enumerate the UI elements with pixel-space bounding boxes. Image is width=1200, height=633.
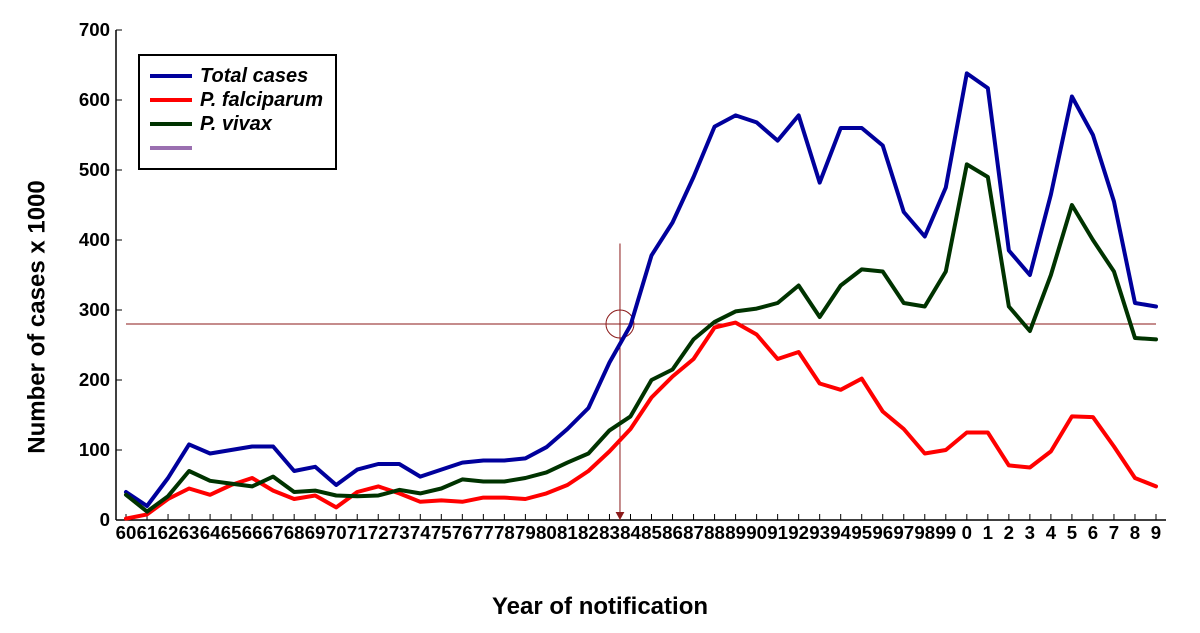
xtick-label: 89 — [725, 522, 746, 544]
xtick-label: 71 — [347, 522, 368, 544]
legend-swatch — [150, 122, 192, 126]
xtick-label: 7 — [1109, 522, 1119, 544]
legend: Total casesP. falciparumP. vivax — [138, 54, 337, 170]
xtick-label: 9 — [1151, 522, 1161, 544]
ytick-label: 300 — [0, 299, 110, 321]
xtick-label: 1 — [983, 522, 993, 544]
legend-item-total: Total cases — [150, 64, 323, 88]
legend-label: P. falciparum — [200, 89, 323, 112]
xtick-label: 8 — [1130, 522, 1140, 544]
legend-item-falciparum: P. falciparum — [150, 88, 323, 112]
xtick-label: 98 — [914, 522, 935, 544]
xtick-label: 87 — [683, 522, 704, 544]
xtick-label: 99 — [935, 522, 956, 544]
xtick-label: 94 — [830, 522, 851, 544]
xtick-label: 79 — [515, 522, 536, 544]
xtick-label: 69 — [305, 522, 326, 544]
ytick-label: 600 — [0, 89, 110, 111]
xtick-label: 66 — [242, 522, 263, 544]
xtick-label: 60 — [116, 522, 137, 544]
ytick-label: 500 — [0, 159, 110, 181]
legend-label: P. vivax — [200, 113, 272, 136]
legend-swatch — [150, 74, 192, 78]
series-vivax — [126, 164, 1156, 511]
xtick-label: 90 — [746, 522, 767, 544]
xtick-label: 85 — [641, 522, 662, 544]
xtick-label: 78 — [494, 522, 515, 544]
xtick-label: 83 — [599, 522, 620, 544]
xtick-label: 84 — [620, 522, 641, 544]
xtick-label: 86 — [662, 522, 683, 544]
series-falciparum — [126, 323, 1156, 519]
xtick-label: 4 — [1046, 522, 1056, 544]
legend-item-vivax: P. vivax — [150, 112, 323, 136]
xtick-label: 77 — [473, 522, 494, 544]
xtick-label: 73 — [389, 522, 410, 544]
legend-swatch — [150, 98, 192, 102]
xtick-label: 67 — [263, 522, 284, 544]
xtick-label: 95 — [851, 522, 872, 544]
xtick-label: 74 — [410, 522, 431, 544]
xtick-label: 96 — [872, 522, 893, 544]
ytick-label: 100 — [0, 439, 110, 461]
xtick-label: 76 — [452, 522, 473, 544]
ytick-label: 400 — [0, 229, 110, 251]
xtick-label: 72 — [368, 522, 389, 544]
xtick-label: 88 — [704, 522, 725, 544]
ytick-label: 200 — [0, 369, 110, 391]
xtick-label: 70 — [326, 522, 347, 544]
x-axis-title: Year of notification — [492, 593, 708, 621]
xtick-label: 75 — [431, 522, 452, 544]
ytick-label: 700 — [0, 19, 110, 41]
xtick-label: 3 — [1025, 522, 1035, 544]
xtick-label: 92 — [788, 522, 809, 544]
xtick-label: 5 — [1067, 522, 1077, 544]
legend-item-marker — [150, 136, 323, 160]
legend-label: Total cases — [200, 65, 308, 88]
xtick-label: 6 — [1088, 522, 1098, 544]
xtick-label: 65 — [221, 522, 242, 544]
legend-swatch — [150, 146, 192, 150]
xtick-label: 97 — [893, 522, 914, 544]
xtick-label: 93 — [809, 522, 830, 544]
xtick-label: 63 — [179, 522, 200, 544]
chart-container: Number of cases x 1000 Year of notificat… — [0, 0, 1200, 633]
xtick-label: 91 — [767, 522, 788, 544]
xtick-label: 0 — [962, 522, 972, 544]
xtick-label: 81 — [557, 522, 578, 544]
ytick-label: 0 — [0, 509, 110, 531]
xtick-label: 80 — [536, 522, 557, 544]
xtick-label: 68 — [284, 522, 305, 544]
xtick-label: 64 — [200, 522, 221, 544]
xtick-label: 2 — [1004, 522, 1014, 544]
xtick-label: 61 — [137, 522, 158, 544]
xtick-label: 82 — [578, 522, 599, 544]
xtick-label: 62 — [158, 522, 179, 544]
